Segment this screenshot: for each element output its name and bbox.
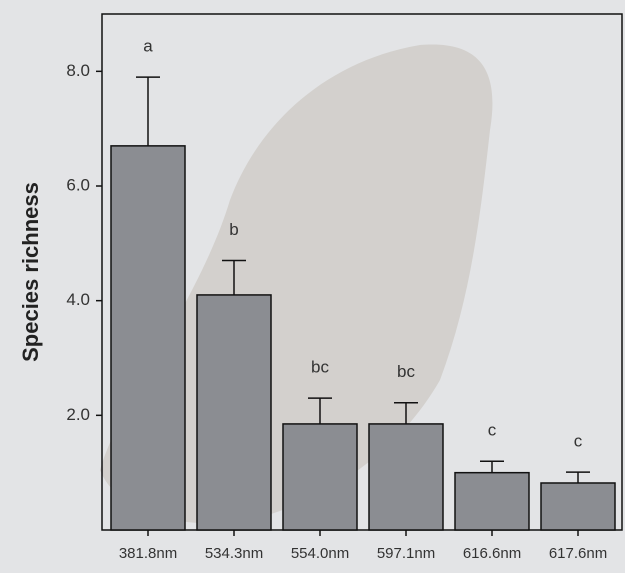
- group-letter: bc: [311, 358, 329, 377]
- group-letter: bc: [397, 362, 415, 381]
- bar: [282, 423, 358, 531]
- y-tick-label: 8.0: [66, 61, 90, 80]
- bar: [540, 482, 616, 531]
- group-letter: c: [488, 421, 497, 440]
- plot-frame: [101, 13, 623, 531]
- bar: [196, 294, 272, 531]
- y-axis-label: Species richness: [18, 182, 43, 362]
- x-tick-label: 534.3nm: [205, 545, 263, 562]
- x-tick-label: 381.8nm: [119, 545, 177, 562]
- y-tick-label: 2.0: [66, 405, 90, 424]
- x-tick-label: 616.6nm: [463, 545, 521, 562]
- bar: [110, 145, 186, 531]
- x-tick-label: 554.0nm: [291, 545, 349, 562]
- group-letter: c: [574, 432, 583, 451]
- bar: [454, 471, 530, 531]
- x-tick-label: 617.6nm: [549, 545, 607, 562]
- group-letter: a: [143, 37, 153, 56]
- group-letter: b: [229, 220, 238, 239]
- y-tick-label: 6.0: [66, 175, 90, 194]
- x-tick-label: 597.1nm: [377, 545, 435, 562]
- y-tick-label: 4.0: [66, 290, 90, 309]
- bar: [368, 423, 444, 531]
